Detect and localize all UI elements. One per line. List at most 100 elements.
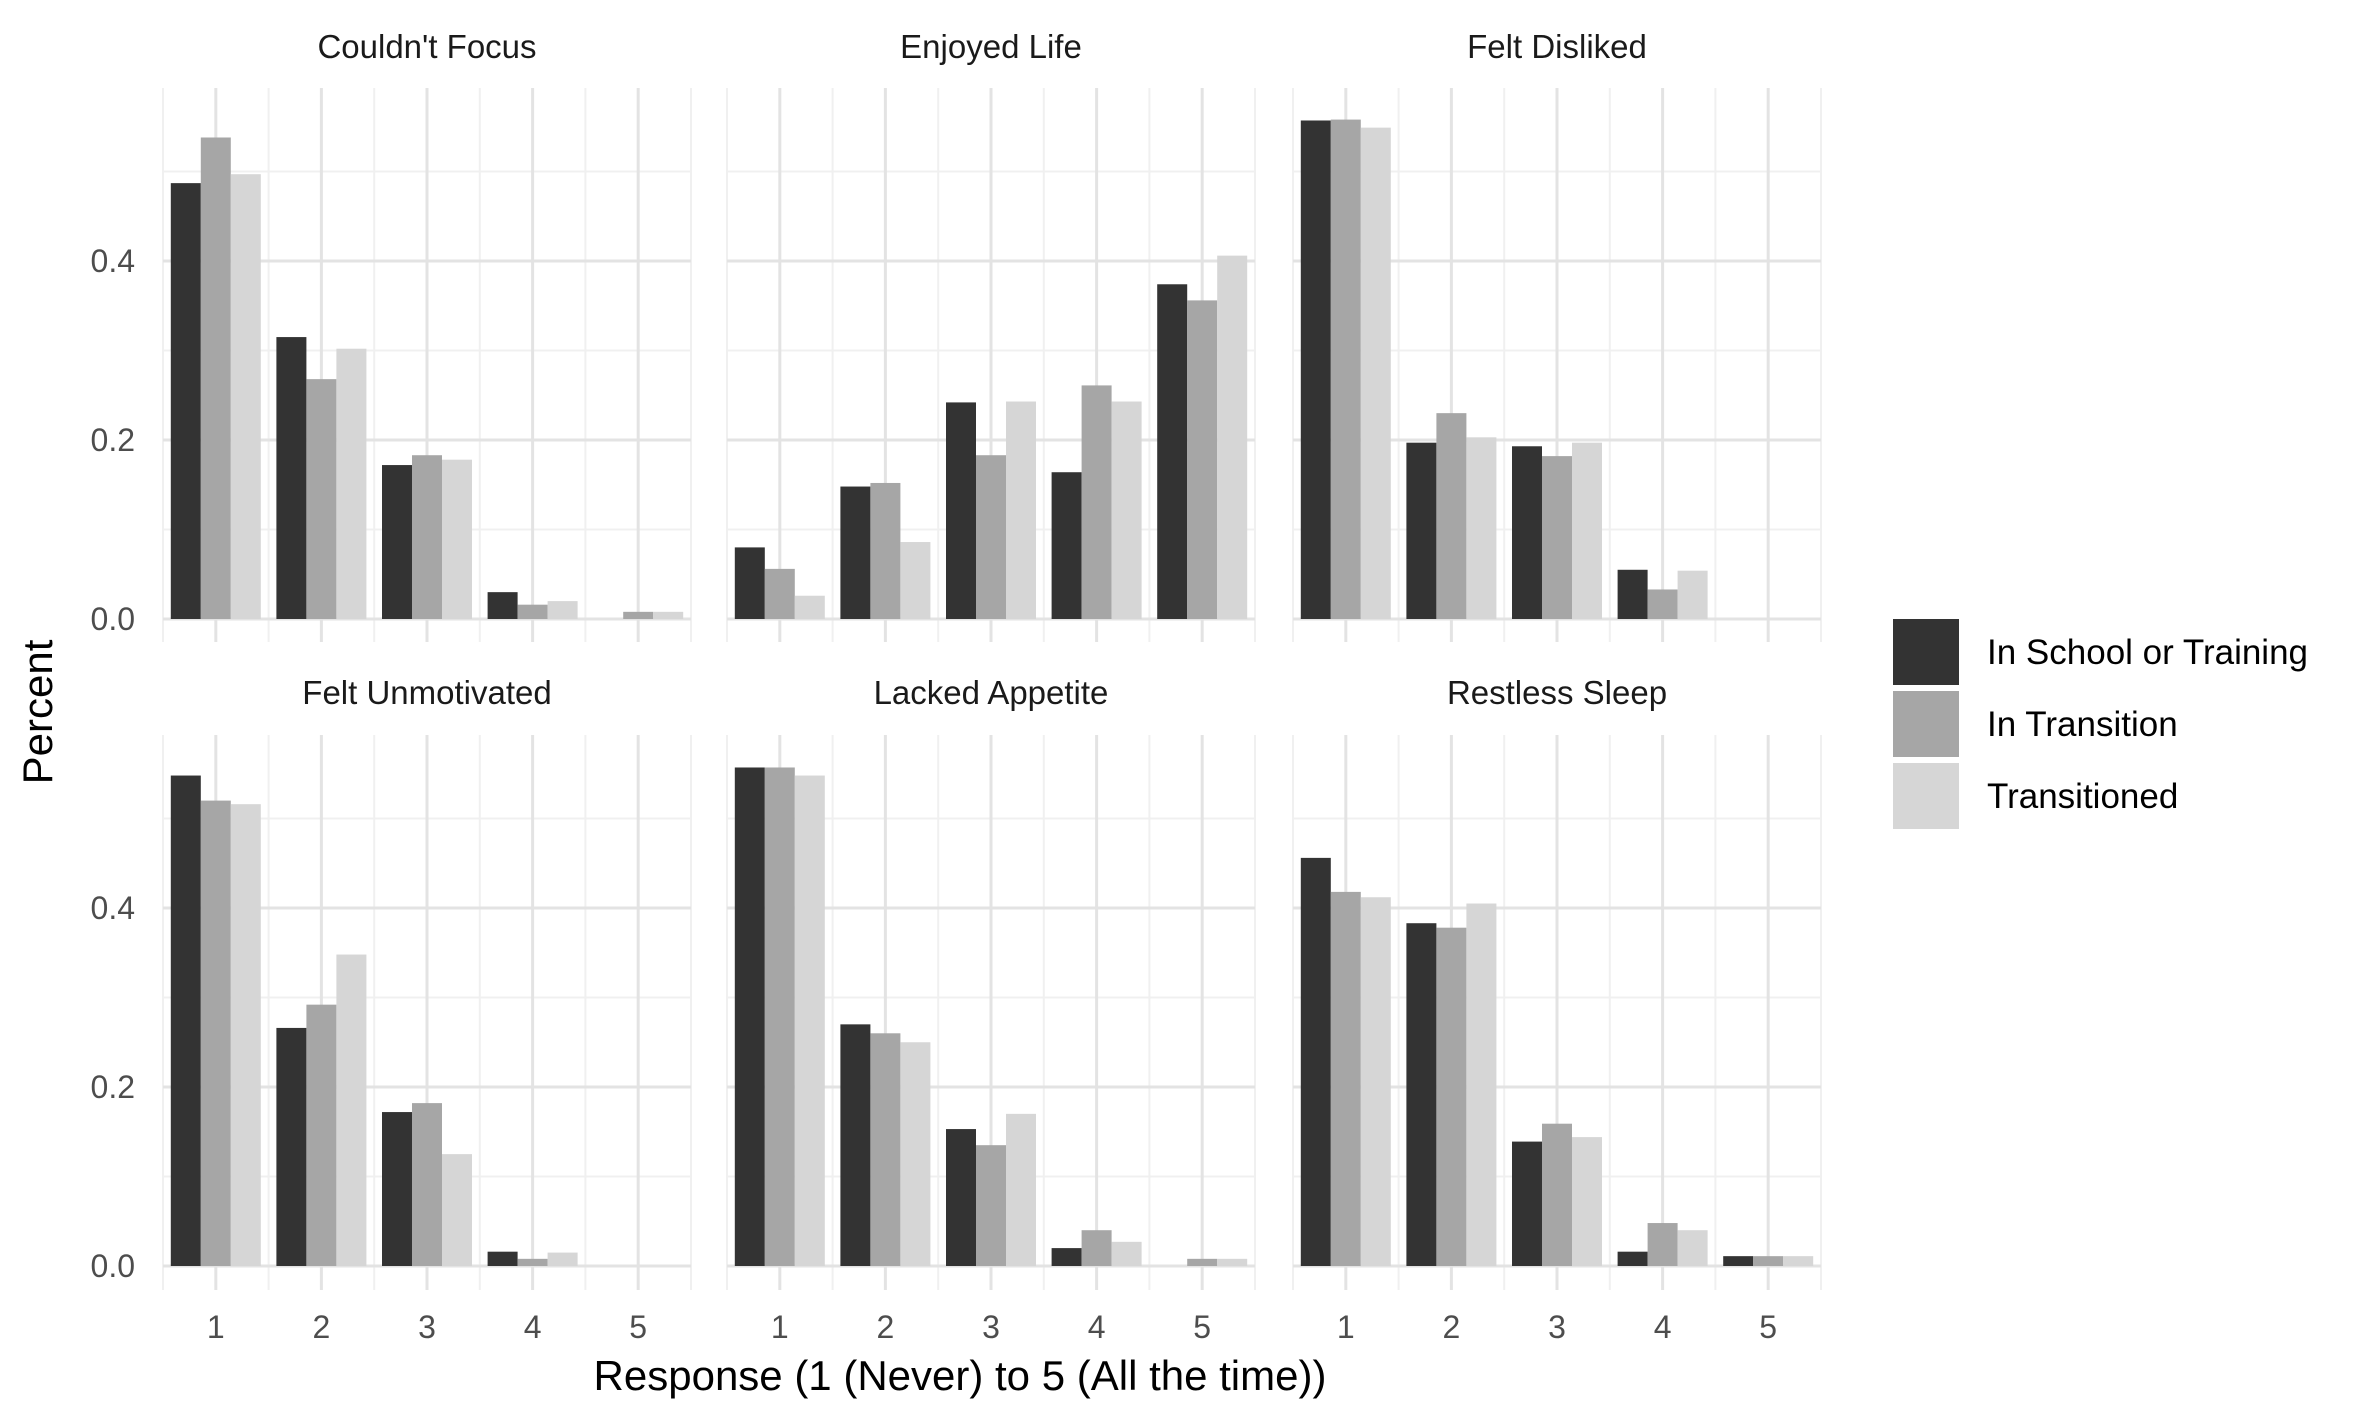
bar xyxy=(1157,284,1188,619)
bar xyxy=(487,1251,518,1266)
bar xyxy=(1617,569,1648,619)
bar xyxy=(1466,437,1497,619)
bar xyxy=(442,1154,472,1266)
bar xyxy=(1723,1256,1754,1266)
bar xyxy=(1006,401,1036,619)
bar xyxy=(623,611,654,619)
x-tick-label: 3 xyxy=(1548,1309,1566,1345)
bar xyxy=(900,542,931,619)
facet-title: Felt Unmotivated xyxy=(302,674,551,711)
y-tick-label: 0.4 xyxy=(91,243,135,279)
facet-panels: Couldn't Focus 0.0 0.2 0.4 Enjoyed Life Felt … xyxy=(91,28,1822,1345)
bar xyxy=(794,595,825,619)
bar xyxy=(840,1024,871,1266)
x-tick-label: 5 xyxy=(1193,1309,1211,1345)
bar xyxy=(336,954,367,1266)
bar xyxy=(412,1103,442,1266)
bar xyxy=(976,1145,1006,1266)
bar xyxy=(1436,413,1467,619)
bar xyxy=(1081,1230,1112,1266)
bar xyxy=(734,767,765,1266)
x-tick-label: 3 xyxy=(418,1309,436,1345)
bar xyxy=(1300,120,1331,620)
bar xyxy=(382,465,412,619)
bar xyxy=(1677,570,1708,619)
bar xyxy=(230,804,261,1266)
facet-title: Lacked Appetite xyxy=(874,674,1109,711)
x-tick-label: 5 xyxy=(1759,1309,1777,1345)
bar xyxy=(1006,1113,1036,1266)
y-tick-label: 0.0 xyxy=(91,601,135,637)
y-axis-title: Percent xyxy=(14,639,61,784)
x-tick-label: 1 xyxy=(771,1309,789,1345)
bar xyxy=(200,800,231,1266)
facet-panel: Couldn't Focus 0.0 0.2 0.4 xyxy=(91,28,692,642)
bar xyxy=(1512,1141,1542,1266)
bar xyxy=(276,337,307,619)
bar xyxy=(306,1004,337,1266)
x-tick-label: 4 xyxy=(1654,1309,1672,1345)
facet-title: Felt Disliked xyxy=(1467,28,1647,65)
bar xyxy=(1360,127,1391,620)
bar xyxy=(1051,472,1082,619)
bar xyxy=(382,1112,412,1266)
bar xyxy=(1111,1241,1142,1266)
bar xyxy=(517,1258,548,1266)
bar xyxy=(276,1027,307,1266)
x-tick-label: 5 xyxy=(629,1309,647,1345)
bar xyxy=(200,137,231,620)
bar xyxy=(1187,1258,1218,1266)
bar xyxy=(1572,442,1602,619)
bar xyxy=(1542,1123,1572,1266)
x-tick-label: 4 xyxy=(524,1309,542,1345)
x-tick-label: 1 xyxy=(207,1309,225,1345)
bar xyxy=(1406,442,1437,619)
bar xyxy=(976,455,1006,619)
bar xyxy=(230,174,261,619)
legend: In School or Training In Transition Transi… xyxy=(1893,619,2308,829)
bar xyxy=(1300,857,1331,1266)
bar xyxy=(764,767,795,1266)
bar xyxy=(794,775,825,1266)
bar xyxy=(1111,401,1142,619)
facet-title: Couldn't Focus xyxy=(317,28,536,65)
bar xyxy=(734,547,765,619)
bar xyxy=(547,1252,578,1266)
facet-title: Restless Sleep xyxy=(1447,674,1667,711)
bar xyxy=(946,1129,976,1266)
bar xyxy=(547,601,578,619)
bar xyxy=(1051,1248,1082,1266)
x-tick-label: 2 xyxy=(1443,1309,1461,1345)
bar xyxy=(764,568,795,619)
bar xyxy=(1647,589,1678,619)
x-tick-label: 1 xyxy=(1337,1309,1355,1345)
bar xyxy=(900,1042,931,1266)
bar xyxy=(1330,891,1361,1266)
facet-panel: Felt Unmotivated 0.0 0.2 0.4 1 2 3 4 5 xyxy=(91,674,692,1345)
bar xyxy=(170,183,201,619)
y-tick-label: 0.2 xyxy=(91,422,135,458)
bar xyxy=(1217,1258,1248,1266)
bar xyxy=(442,459,472,619)
x-tick-label: 2 xyxy=(313,1309,331,1345)
bar xyxy=(1753,1256,1784,1266)
legend-label: Transitioned xyxy=(1987,777,2178,816)
facet-panel: Felt Disliked xyxy=(1292,28,1822,642)
bar xyxy=(1617,1251,1648,1266)
bar xyxy=(412,455,442,619)
bar xyxy=(1783,1256,1814,1266)
bar xyxy=(1406,923,1437,1266)
x-tick-label: 2 xyxy=(877,1309,895,1345)
bar xyxy=(1330,119,1361,619)
bar xyxy=(1512,446,1542,619)
x-tick-label: 3 xyxy=(982,1309,1000,1345)
facet-title: Enjoyed Life xyxy=(900,28,1082,65)
bar xyxy=(870,1033,901,1266)
legend-key xyxy=(1893,691,1959,757)
bar xyxy=(1360,897,1391,1266)
bar xyxy=(1647,1223,1678,1266)
legend-key xyxy=(1893,763,1959,829)
bar xyxy=(946,402,976,619)
bar xyxy=(840,486,871,619)
